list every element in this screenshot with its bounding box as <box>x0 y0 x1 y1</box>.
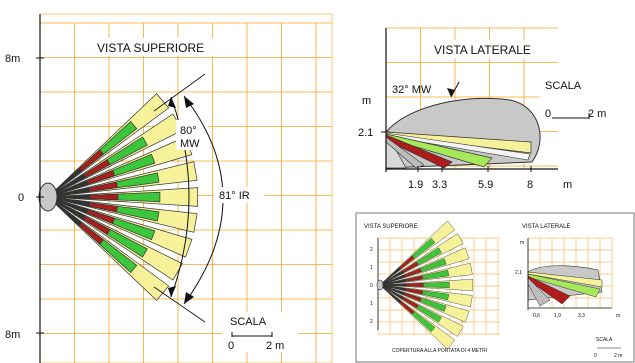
ir-beam-core <box>379 267 401 286</box>
inset-y-tick-label: 0 <box>370 283 373 289</box>
ir-extension-bottom <box>153 286 206 323</box>
top-view-detection-fan <box>47 93 199 301</box>
inset-title-top-view: VISTA SUPERIORE <box>364 224 418 230</box>
ir-beam-far <box>47 161 198 198</box>
inset-x-tick-label: 3,3 <box>578 313 585 319</box>
mw-angle-label: 80° <box>180 125 197 137</box>
ir-extension-top <box>153 73 206 112</box>
inset-y-tick-label: 1 <box>370 265 373 271</box>
side-x-unit: m <box>563 179 572 191</box>
y-label-top: 8m <box>5 53 20 65</box>
ir-beam-core <box>47 173 86 198</box>
ir-beam-core <box>379 284 404 300</box>
inset-x-tick-label: 0,6 <box>533 313 540 319</box>
ir-beam-far <box>47 196 198 233</box>
side-x-tick-label: 5.9 <box>478 179 493 191</box>
mw-arrow-top <box>168 97 176 108</box>
inset-top-view-fan <box>379 220 473 350</box>
ir-beam-core <box>379 274 406 286</box>
top-view-title: VISTA SUPERIORE <box>97 41 204 55</box>
side-mw-angle-label: 32° MW <box>392 84 432 96</box>
inset-y-tick-label: 1 <box>370 301 373 307</box>
inset-x-tick-label: 1,9 <box>554 313 561 319</box>
top-view: VISTA SUPERIORE 8m 0 8m 80° MW 81° IR SC… <box>5 13 333 363</box>
ir-beam-core <box>379 279 407 286</box>
scale-title: SCALA <box>230 316 267 328</box>
mw-label: MW <box>180 138 200 150</box>
ir-label-background <box>214 187 264 203</box>
side-scale-zero: 0 <box>545 108 551 120</box>
side-x-tick-label: 3.3 <box>432 179 447 191</box>
ir-beam-far <box>379 284 473 308</box>
scale-background <box>222 312 298 352</box>
scale-value: 2 m <box>266 340 284 352</box>
ir-beam-core <box>379 284 401 303</box>
title-background <box>92 38 238 56</box>
side-x-tick-label: 8 <box>527 179 533 191</box>
ir-beam-core <box>47 196 91 207</box>
inset-y-tick-label: 2 <box>370 319 373 325</box>
inset-height-label: 2,1 <box>515 270 522 276</box>
side-view: VISTA LATERALE 32° MW m 2.1 1.9 3.3 5.9 … <box>358 27 612 191</box>
inset-y-unit: m <box>520 240 524 246</box>
inset-y-tick-label: 2 <box>370 247 373 253</box>
inset-scale-value: 2 m <box>614 353 622 359</box>
scale-zero: 0 <box>228 340 234 352</box>
side-view-title: VISTA LATERALE <box>434 43 531 57</box>
ir-beam-core <box>47 180 89 198</box>
inset-sensor-body <box>376 279 384 291</box>
ir-beam-core <box>379 283 407 287</box>
side-title-background <box>431 40 562 58</box>
ir-beam-core <box>47 196 89 214</box>
side-y-unit: m <box>362 95 371 107</box>
ir-angle-label: 81° IR <box>219 190 250 202</box>
side-x-tick-label: 1.9 <box>408 179 423 191</box>
ir-beam-core <box>47 196 86 221</box>
side-height-label: 2.1 <box>358 127 373 139</box>
ir-beam-core <box>379 270 404 286</box>
ir-beam-core <box>47 187 91 198</box>
side-scale-title: SCALA <box>545 80 582 92</box>
ir-beam-core <box>379 284 406 296</box>
mw-arrow-bottom <box>168 286 176 297</box>
ir-arrow-top <box>184 96 194 108</box>
inset-x-unit: m <box>616 313 620 319</box>
y-label-zero: 0 <box>18 192 24 204</box>
ir-arrow-bottom <box>184 292 194 304</box>
mw-angle-pointer-head <box>447 88 455 97</box>
inset-panel: VISTA SUPERIORE VISTA LATERALE 2 1 0 1 2… <box>355 212 635 363</box>
inset-scale-title: SCALA <box>596 337 613 343</box>
inset-caption: COPERTURA ALLA PORTATA DI 4 METRI <box>392 348 487 354</box>
ir-beam-core <box>47 168 82 198</box>
inset-scale-zero: 0 <box>594 353 597 359</box>
ir-beam-core <box>379 284 407 291</box>
side-scale-background <box>540 76 612 118</box>
inset-title-side-view: VISTA LATERALE <box>522 224 570 230</box>
ir-beam-core <box>47 196 82 226</box>
side-scale-value: 2 m <box>588 108 606 120</box>
ir-beam-core <box>47 194 91 200</box>
ir-beam-far <box>379 262 473 286</box>
y-label-bottom: 8m <box>5 329 20 341</box>
